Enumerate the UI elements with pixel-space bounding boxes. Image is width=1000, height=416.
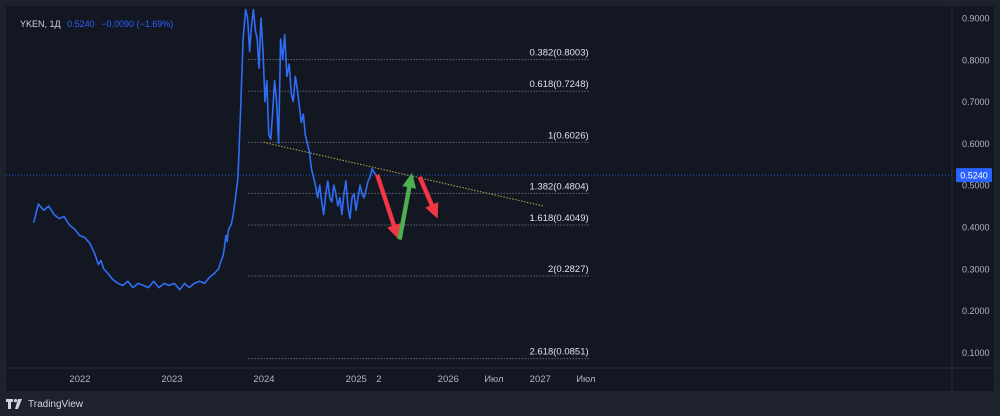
time-axis-tick-label: 2024 [253, 374, 274, 385]
fib-level-label: 0.618(0.7248) [529, 79, 588, 90]
tradingview-logo-icon [6, 399, 22, 409]
time-axis-tick-label: 2023 [161, 374, 182, 385]
trend-line[interactable] [263, 141, 544, 207]
fib-level-label: 1.618(0.4049) [529, 213, 588, 224]
time-axis-tick-label: 2026 [438, 374, 459, 385]
time-axis-tick-label: 2 [376, 374, 381, 385]
chart-pane[interactable]: 0.382(0.8003) 0.618(0.7248) 1(0.6026) 1.382… [6, 6, 994, 391]
price-series-line[interactable] [32, 8, 377, 291]
price-axis-tick-label: 0.1000 [962, 348, 990, 358]
price-axis-tick-label: 0.9000 [962, 14, 990, 24]
last-price-badge-label: 0.5240 [960, 171, 988, 181]
last-price-value: 0.5240 [67, 19, 95, 29]
brand-name: TradingView [28, 398, 84, 410]
price-axis-tick-label: 0.2000 [962, 306, 990, 316]
time-axis-tick-label: 2025 [346, 374, 367, 385]
arrow-up-icon[interactable] [397, 172, 417, 240]
branding[interactable]: TradingView [6, 396, 83, 412]
fib-level-label: 2(0.2827) [548, 264, 589, 275]
symbol-legend[interactable]: YKEN, 1Д 0.5240 −0.0090 (−1.69%) [20, 19, 177, 29]
fib-level-label: 0.382(0.8003) [529, 48, 588, 59]
time-axis-tick-label: 2022 [69, 374, 90, 385]
price-axis-tick-label: 0.3000 [962, 264, 990, 274]
price-chart[interactable]: 0.382(0.8003) 0.618(0.7248) 1(0.6026) 1.382… [6, 6, 994, 391]
price-axis-tick-label: 0.7000 [962, 97, 990, 107]
last-price-badge [956, 168, 992, 183]
symbol-name[interactable]: YKEN, 1Д [20, 19, 61, 29]
fib-level-label: 1.382(0.4804) [529, 181, 588, 192]
fib-level-label: 1(0.6026) [548, 130, 589, 141]
price-axis-tick-label: 0.6000 [962, 139, 990, 149]
arrow-down-icon[interactable] [417, 176, 439, 219]
price-axis-tick-label: 0.5000 [962, 181, 990, 191]
fib-level-label: 2.618(0.0851) [529, 347, 588, 358]
time-axis-tick-label: 2027 [530, 374, 551, 385]
time-axis-tick-label: Июл [484, 374, 503, 385]
price-change-value: −0.0090 (−1.69%) [101, 19, 174, 29]
price-axis-tick-label: 0.8000 [962, 55, 990, 65]
arrow-down-icon[interactable] [375, 174, 401, 240]
time-axis-tick-label: Июл [576, 374, 595, 385]
price-axis-tick-label: 0.4000 [962, 223, 990, 233]
